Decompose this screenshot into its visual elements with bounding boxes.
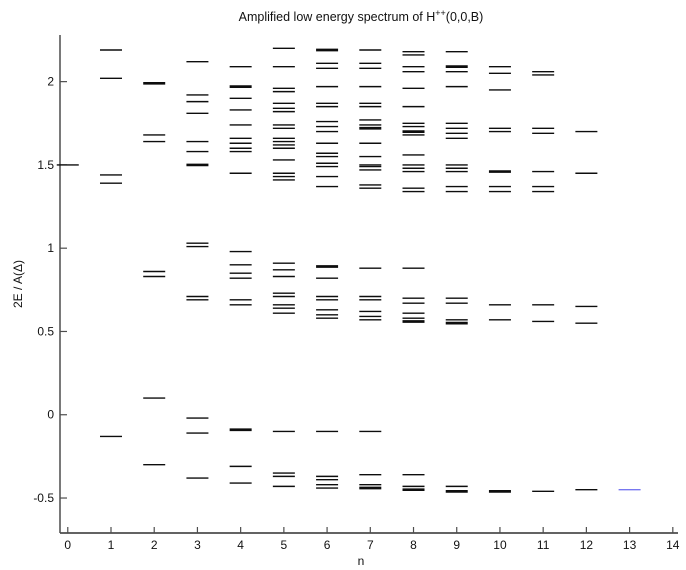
x-tick-label: 10	[493, 538, 507, 552]
x-axis-label: n	[357, 554, 365, 568]
x-tick-label: 13	[623, 538, 637, 552]
x-tick-label: 6	[324, 538, 331, 552]
y-tick-label: 1	[47, 241, 54, 255]
x-tick-label: 14	[666, 538, 680, 552]
y-tick-label: 1.5	[37, 158, 54, 172]
x-tick-label: 7	[367, 538, 374, 552]
y-tick-label: 0.5	[37, 324, 54, 338]
x-tick-label: 1	[108, 538, 115, 552]
x-tick-label: 5	[281, 538, 288, 552]
y-tick-label: 2	[47, 75, 54, 89]
plot-title-post: (0,0,B)	[445, 10, 484, 25]
x-tick-label: 3	[194, 538, 201, 552]
x-tick-label: 8	[410, 538, 417, 552]
x-tick-label: 12	[580, 538, 594, 552]
y-axis-label: 2E / A(Δ)	[11, 259, 25, 309]
plot-title-pre: Amplified low energy spectrum of H	[238, 10, 436, 25]
y-tick-label: 0	[47, 408, 54, 422]
x-tick-label: 4	[237, 538, 244, 552]
x-tick-label: 0	[64, 538, 71, 552]
plot-title-superscript: ++	[435, 8, 446, 18]
plot-title: Amplified low energy spectrum of H++(0,0…	[52, 8, 670, 24]
x-tick-label: 2	[151, 538, 158, 552]
y-tick-label: -0.5	[33, 491, 54, 505]
x-tick-label: 9	[453, 538, 460, 552]
x-tick-label: 11	[537, 538, 550, 552]
